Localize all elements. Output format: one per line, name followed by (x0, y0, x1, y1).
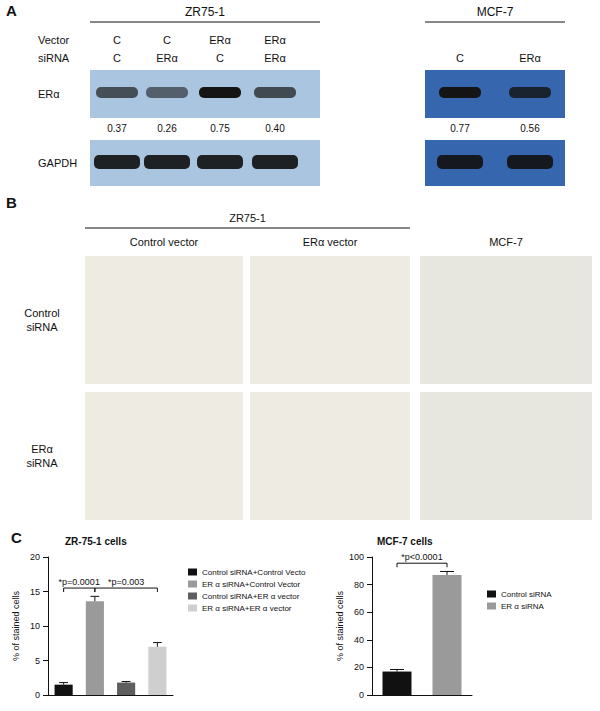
svg-text:siRNA: siRNA (38, 52, 70, 64)
svg-text:Control siRNA: Control siRNA (501, 590, 552, 599)
svg-text:Vector: Vector (38, 34, 70, 46)
svg-text:ERα: ERα (209, 34, 231, 46)
svg-text:MCF-7 cells: MCF-7 cells (377, 536, 433, 547)
svg-text:20: 20 (354, 662, 364, 672)
svg-text:ER α siRNA+ER α vector: ER α siRNA+ER α vector (202, 604, 292, 613)
svg-text:MCF-7: MCF-7 (489, 236, 523, 248)
svg-text:*p=0.003: *p=0.003 (108, 577, 144, 587)
svg-text:0: 0 (359, 690, 364, 700)
svg-text:*p=0.0001: *p=0.0001 (59, 577, 100, 587)
svg-text:ERα vector: ERα vector (303, 236, 358, 248)
svg-text:ZR-75-1 cells: ZR-75-1 cells (65, 536, 127, 547)
svg-text:ERα: ERα (264, 34, 286, 46)
svg-text:*p<0.0001: *p<0.0001 (401, 552, 442, 562)
svg-text:ZR75-1: ZR75-1 (229, 212, 266, 224)
svg-text:0.56: 0.56 (520, 123, 540, 134)
svg-text:C: C (216, 52, 224, 64)
svg-text:15: 15 (30, 587, 40, 597)
svg-text:0.75: 0.75 (210, 123, 230, 134)
svg-text:C: C (163, 34, 171, 46)
svg-text:Control: Control (24, 307, 59, 319)
svg-text:C: C (113, 34, 121, 46)
svg-text:20: 20 (30, 552, 40, 562)
svg-text:100: 100 (349, 552, 364, 562)
svg-text:siRNA: siRNA (26, 321, 58, 333)
svg-text:Control siRNA+ER α vector: Control siRNA+ER α vector (202, 592, 300, 601)
svg-text:80: 80 (354, 580, 364, 590)
svg-text:60: 60 (354, 607, 364, 617)
svg-text:ZR75-1: ZR75-1 (185, 5, 225, 19)
svg-text:siRNA: siRNA (26, 457, 58, 469)
svg-text:0.77: 0.77 (450, 123, 470, 134)
svg-text:40: 40 (354, 635, 364, 645)
svg-text:C: C (456, 52, 464, 64)
svg-text:0.37: 0.37 (107, 123, 127, 134)
svg-text:ERα: ERα (519, 52, 541, 64)
svg-text:10: 10 (30, 621, 40, 631)
svg-text:ERα: ERα (38, 88, 60, 100)
svg-text:A: A (6, 2, 17, 19)
svg-text:0: 0 (35, 690, 40, 700)
svg-text:Control siRNA+Control Vecto: Control siRNA+Control Vecto (202, 568, 306, 577)
svg-text:B: B (6, 194, 17, 211)
svg-text:GAPDH: GAPDH (38, 157, 77, 169)
svg-text:% of stained cells: % of stained cells (11, 590, 21, 661)
svg-text:C: C (11, 529, 22, 546)
svg-text:0.26: 0.26 (157, 123, 177, 134)
svg-text:ER α siRNA+Control Vector: ER α siRNA+Control Vector (202, 580, 301, 589)
svg-text:ERα: ERα (156, 52, 178, 64)
svg-text:5: 5 (35, 656, 40, 666)
svg-text:ERα: ERα (31, 443, 53, 455)
svg-text:Control vector: Control vector (130, 236, 199, 248)
svg-text:C: C (113, 52, 121, 64)
svg-text:MCF-7: MCF-7 (477, 5, 514, 19)
svg-text:ERα: ERα (264, 52, 286, 64)
svg-text:ER α siRNA: ER α siRNA (501, 602, 545, 611)
svg-text:% of stained cells: % of stained cells (335, 590, 345, 661)
svg-text:0.40: 0.40 (265, 123, 285, 134)
